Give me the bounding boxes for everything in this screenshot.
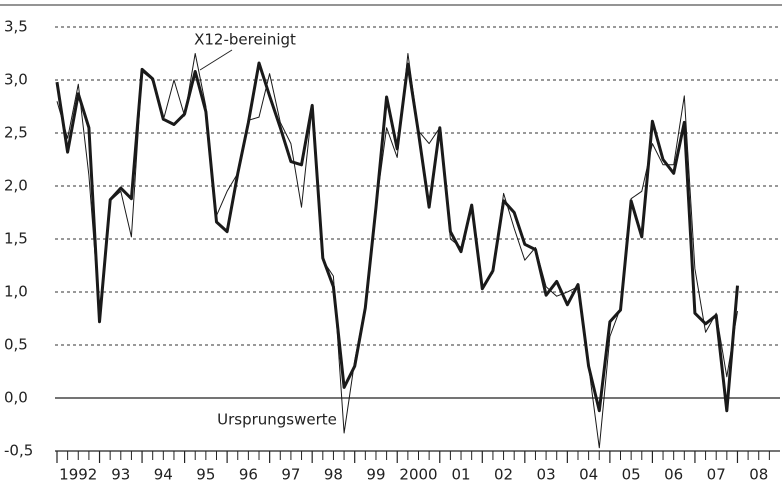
y-tick-label: 3,5 xyxy=(4,18,28,36)
y-tick-label: 0,5 xyxy=(4,336,28,354)
leader-line xyxy=(199,49,233,71)
x-tick-label: 94 xyxy=(154,466,173,482)
x-tick-label: 05 xyxy=(622,466,641,482)
x-tick-label: 93 xyxy=(111,466,130,482)
x-tick-label: 03 xyxy=(537,466,556,482)
y-tick-label: 2,0 xyxy=(4,177,28,195)
x-tick-label: 02 xyxy=(494,466,513,482)
x-tick-label: 07 xyxy=(707,466,726,482)
x-tick-label: 04 xyxy=(579,466,598,482)
y-tick-label: 1,0 xyxy=(4,283,28,301)
y-tick-label: -0,5 xyxy=(4,442,33,460)
x-tick-label: 08 xyxy=(749,466,768,482)
y-tick-label: 0,0 xyxy=(4,389,28,407)
x-tick-label: 96 xyxy=(239,466,258,482)
series-annotation: X12-bereinigt xyxy=(194,31,296,49)
x-tick-label: 97 xyxy=(281,466,300,482)
series-annotation: Ursprungswerte xyxy=(217,411,337,429)
y-tick-label: 1,5 xyxy=(4,230,28,248)
x-tick-label: 06 xyxy=(664,466,683,482)
series-line xyxy=(56,53,738,449)
x-tick-label: 99 xyxy=(366,466,385,482)
x-tick-label: 98 xyxy=(324,466,343,482)
y-tick-label: 3,0 xyxy=(4,71,28,89)
series-line xyxy=(55,61,739,413)
x-tick-label: 95 xyxy=(196,466,215,482)
x-tick-label: 1992 xyxy=(59,466,97,482)
x-tick-label: 2000 xyxy=(399,466,437,482)
y-tick-label: 2,5 xyxy=(4,124,28,142)
x-tick-label: 01 xyxy=(451,466,470,482)
